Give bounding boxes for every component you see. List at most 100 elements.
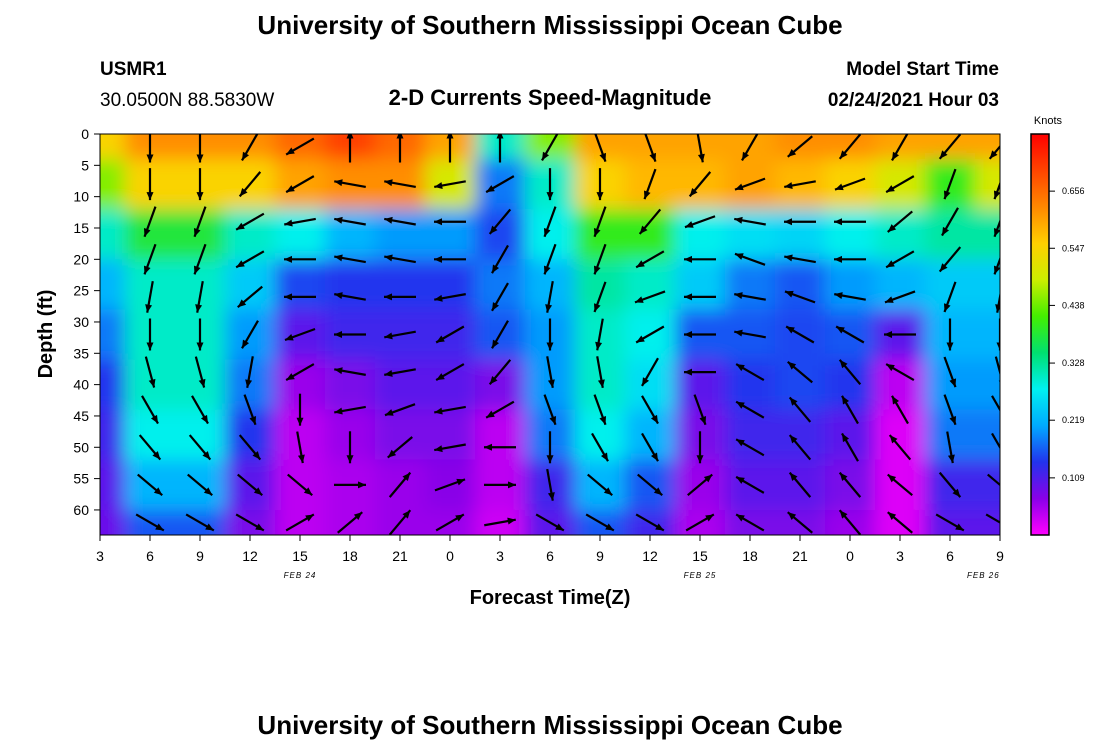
current-arrow — [185, 513, 215, 532]
current-arrow — [593, 281, 607, 313]
heatmap-cell — [825, 209, 876, 261]
current-arrow — [938, 246, 962, 273]
x-tick-label: 0 — [446, 548, 454, 564]
heatmap-cell — [825, 259, 876, 311]
current-arrow — [138, 434, 162, 461]
heatmap-cell — [175, 209, 226, 261]
current-arrow — [284, 217, 316, 227]
current-arrow — [643, 168, 657, 200]
heatmap-cell — [475, 409, 526, 461]
heatmap-cell — [775, 409, 826, 461]
current-arrow — [637, 473, 663, 497]
x-tick-label: 9 — [196, 548, 204, 564]
current-arrow — [688, 171, 712, 198]
x-tick-label: 6 — [146, 548, 154, 564]
x-tick-label: 6 — [546, 548, 554, 564]
current-arrow — [384, 179, 416, 188]
heatmap-cell — [725, 359, 776, 411]
current-arrow — [491, 244, 509, 274]
current-arrow — [943, 394, 957, 426]
current-arrow — [543, 206, 557, 238]
heatmap-cell — [675, 209, 726, 261]
current-arrow — [735, 400, 765, 419]
heatmap-cell — [625, 209, 676, 261]
heatmap-cell — [125, 359, 176, 411]
current-arrow — [284, 327, 316, 342]
colorbar-tick-label: 0.547 — [1062, 243, 1085, 253]
current-arrow — [943, 168, 957, 200]
current-arrow — [687, 473, 713, 497]
current-arrow — [238, 434, 262, 461]
current-arrow — [334, 216, 366, 226]
current-arrow — [591, 432, 609, 462]
x-tick-label: 12 — [642, 548, 658, 564]
speed-heatmap — [100, 134, 1000, 535]
current-arrow — [834, 292, 866, 301]
colorbar-tick-label: 0.656 — [1062, 186, 1085, 196]
heatmap-cell — [925, 359, 976, 411]
current-arrow — [935, 513, 965, 532]
current-arrow — [284, 293, 316, 301]
date-label: FEB 26 — [967, 571, 1000, 580]
current-arrow — [435, 325, 465, 344]
heatmap-cell — [625, 359, 676, 411]
current-arrow — [635, 325, 665, 344]
heatmap-cell — [125, 409, 176, 461]
current-arrow — [287, 473, 313, 497]
colorbar-title: Knots — [1034, 115, 1063, 127]
current-arrow — [838, 359, 862, 386]
heatmap-cell — [100, 409, 126, 461]
current-arrow — [943, 281, 957, 313]
current-arrow — [587, 473, 613, 497]
current-arrow — [734, 216, 766, 226]
current-arrow — [434, 218, 466, 226]
date-label: FEB 24 — [284, 571, 317, 580]
current-arrow — [685, 513, 715, 532]
current-arrow — [484, 443, 516, 451]
current-arrow — [485, 400, 515, 419]
current-arrow — [484, 517, 516, 527]
current-arrow — [991, 395, 1000, 412]
current-arrow — [146, 168, 154, 201]
heatmap-cell — [275, 209, 326, 261]
heatmap-cell — [175, 359, 226, 411]
current-arrow — [641, 395, 659, 425]
current-arrow — [784, 218, 816, 226]
heatmap-cell — [175, 409, 226, 461]
heatmap-cell — [825, 359, 876, 411]
current-arrow — [235, 212, 265, 231]
x-tick-label: 3 — [896, 548, 904, 564]
y-tick-label: 50 — [73, 439, 89, 455]
current-arrow — [885, 175, 915, 194]
current-arrow — [884, 290, 916, 304]
current-arrow — [593, 394, 607, 426]
current-arrow — [784, 290, 816, 304]
current-arrow — [137, 473, 163, 497]
current-arrow — [943, 356, 957, 388]
current-arrow — [388, 471, 412, 498]
current-arrow — [644, 134, 657, 162]
current-arrow — [835, 325, 865, 344]
current-arrow — [838, 134, 862, 160]
current-arrow — [545, 280, 554, 313]
current-arrow — [941, 207, 959, 237]
heatmap-cell — [575, 209, 626, 261]
current-arrow — [841, 432, 859, 462]
heatmap-cell — [425, 259, 476, 311]
y-tick-label: 35 — [73, 345, 89, 361]
current-arrow — [787, 135, 813, 158]
current-arrow — [491, 320, 509, 349]
current-arrow — [241, 320, 259, 349]
current-arrow — [891, 134, 909, 161]
x-tick-label: 12 — [242, 548, 258, 564]
current-arrow — [334, 405, 366, 415]
current-arrow — [887, 210, 913, 233]
heatmap-cell — [475, 209, 526, 261]
heatmap-cell — [525, 359, 576, 411]
station-coords: 30.0500N 88.5830W — [100, 90, 274, 111]
x-tick-label: 9 — [596, 548, 604, 564]
heatmap-cell — [875, 209, 926, 261]
heatmap-cell — [925, 259, 976, 311]
current-arrow — [241, 134, 259, 161]
